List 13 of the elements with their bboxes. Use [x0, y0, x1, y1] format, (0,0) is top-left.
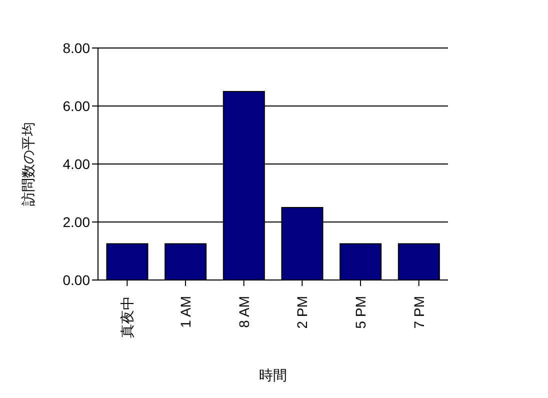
- x-tick-label: 1 AM: [178, 296, 194, 328]
- x-axis-title: 時間: [259, 367, 287, 383]
- y-axis-title: 訪問数の平均: [20, 122, 36, 206]
- y-tick-label: 4.00: [62, 156, 90, 172]
- x-tick-label: 7 PM: [410, 296, 427, 329]
- y-tick-label: 0.00: [62, 272, 90, 288]
- x-tick-label: 5 PM: [352, 296, 368, 329]
- y-tick-label: 2.00: [62, 214, 90, 230]
- y-tick-label: 6.00: [62, 98, 90, 114]
- y-tick-label: 8.00: [62, 40, 90, 56]
- x-tick-label: 真夜中: [119, 296, 136, 338]
- x-tick-label: 2 PM: [294, 296, 310, 329]
- x-tick-label: 8 AM: [236, 296, 252, 328]
